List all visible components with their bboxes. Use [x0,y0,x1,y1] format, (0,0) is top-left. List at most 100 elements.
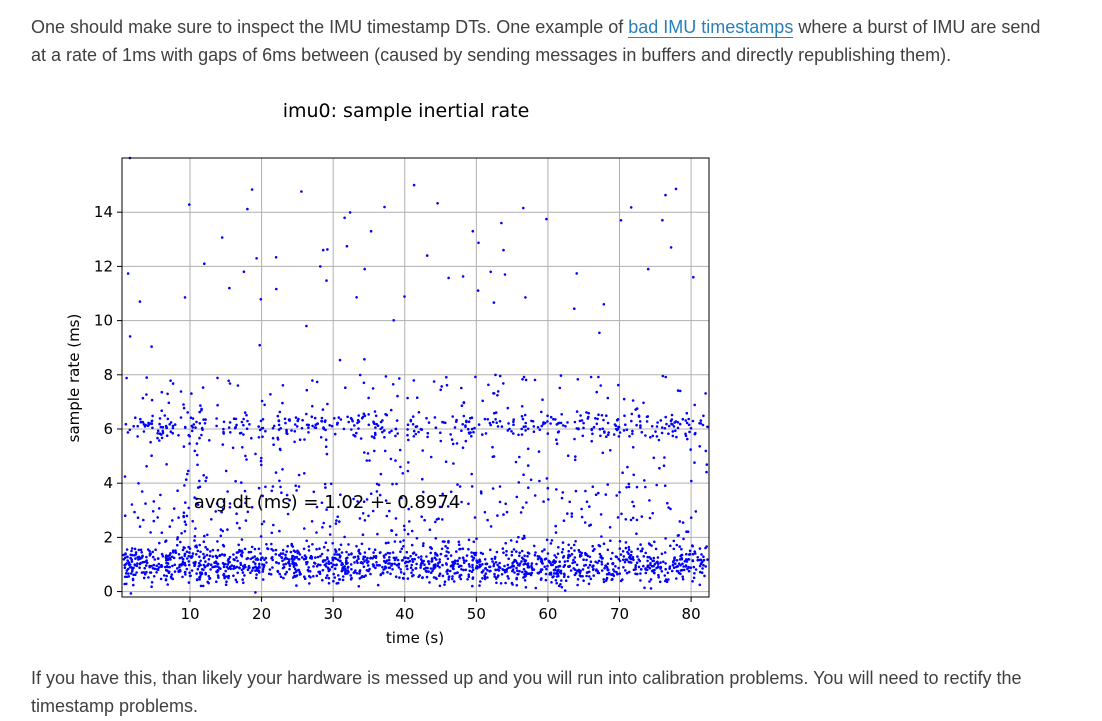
data-point [270,542,273,546]
data-point [444,460,448,464]
data-point [559,583,562,586]
data-point [595,568,598,571]
data-point [455,550,458,553]
data-point [471,584,474,588]
data-point [284,562,288,566]
data-point [511,583,514,586]
data-point [582,426,585,430]
data-point [481,399,485,403]
data-point [374,556,378,559]
data-point [558,570,562,574]
data-point [446,546,449,550]
data-point [678,520,682,523]
data-point [420,428,424,431]
data-point [590,428,593,432]
data-point [539,570,543,574]
data-point [191,417,195,420]
data-point [493,572,496,576]
data-point [432,380,436,383]
data-point [496,563,499,567]
data-point [176,543,179,547]
data-point [284,421,287,425]
data-point [129,592,133,595]
data-point [648,499,651,502]
data-point [327,576,331,580]
data-point [660,570,664,573]
data-point [263,403,266,407]
data-point [512,423,515,427]
data-point [507,557,511,561]
data-point [681,575,684,578]
data-point [632,568,636,572]
data-point [195,442,199,445]
data-point [631,556,635,559]
data-point [447,578,451,581]
data-point [384,499,388,502]
data-point [199,573,202,577]
data-point [394,427,398,431]
data-point [430,558,434,561]
data-point [517,481,521,484]
data-point [299,572,302,576]
data-point [504,541,508,545]
data-point [300,426,304,430]
data-point [614,555,618,558]
y-tick-label: 6 [103,420,113,438]
data-point [685,552,688,556]
data-point [125,548,129,551]
data-point [496,425,500,428]
data-point [139,417,142,421]
data-point [484,572,488,575]
data-point [300,190,303,193]
data-point [618,540,622,543]
data-point [258,566,261,569]
data-point [561,548,565,551]
data-point [501,568,504,571]
data-point [168,570,171,574]
data-point [145,555,148,559]
data-point [636,547,640,551]
data-point [339,493,342,497]
data-point [677,562,681,565]
data-point [538,428,542,432]
conclusion-text-line2: timestamp problems. [31,696,199,716]
data-point [240,538,244,541]
plot-frame [121,157,710,598]
data-point [320,552,324,556]
data-point [338,578,342,581]
data-point [363,560,366,563]
data-point [486,568,489,572]
data-point [635,423,638,427]
data-point [261,426,265,430]
data-point [509,539,513,542]
data-point [403,556,406,560]
data-point [160,436,164,440]
data-point [130,549,133,553]
data-point [157,566,161,569]
data-point [368,459,371,462]
data-point [410,543,414,547]
data-point [289,550,293,554]
data-point [627,552,630,555]
conclusion-text-line1: If you have this, than likely your hardw… [31,668,1022,688]
y-axis-label: sample rate (ms) [65,314,83,443]
data-point [700,553,703,556]
data-point [685,560,689,563]
x-tick-label: 80 [682,605,701,623]
data-point [332,563,335,567]
data-point [375,490,379,493]
data-point [446,569,449,573]
data-point [675,577,678,580]
data-point [230,564,234,567]
data-point [171,564,174,568]
bad-imu-timestamps-link[interactable]: bad IMU timestamps [628,17,794,38]
data-point [132,424,135,428]
data-point [541,561,544,565]
data-point [261,578,265,581]
data-point [193,535,197,538]
data-point [343,535,346,539]
data-point [136,562,139,565]
data-point [520,433,524,436]
data-point [624,423,627,427]
